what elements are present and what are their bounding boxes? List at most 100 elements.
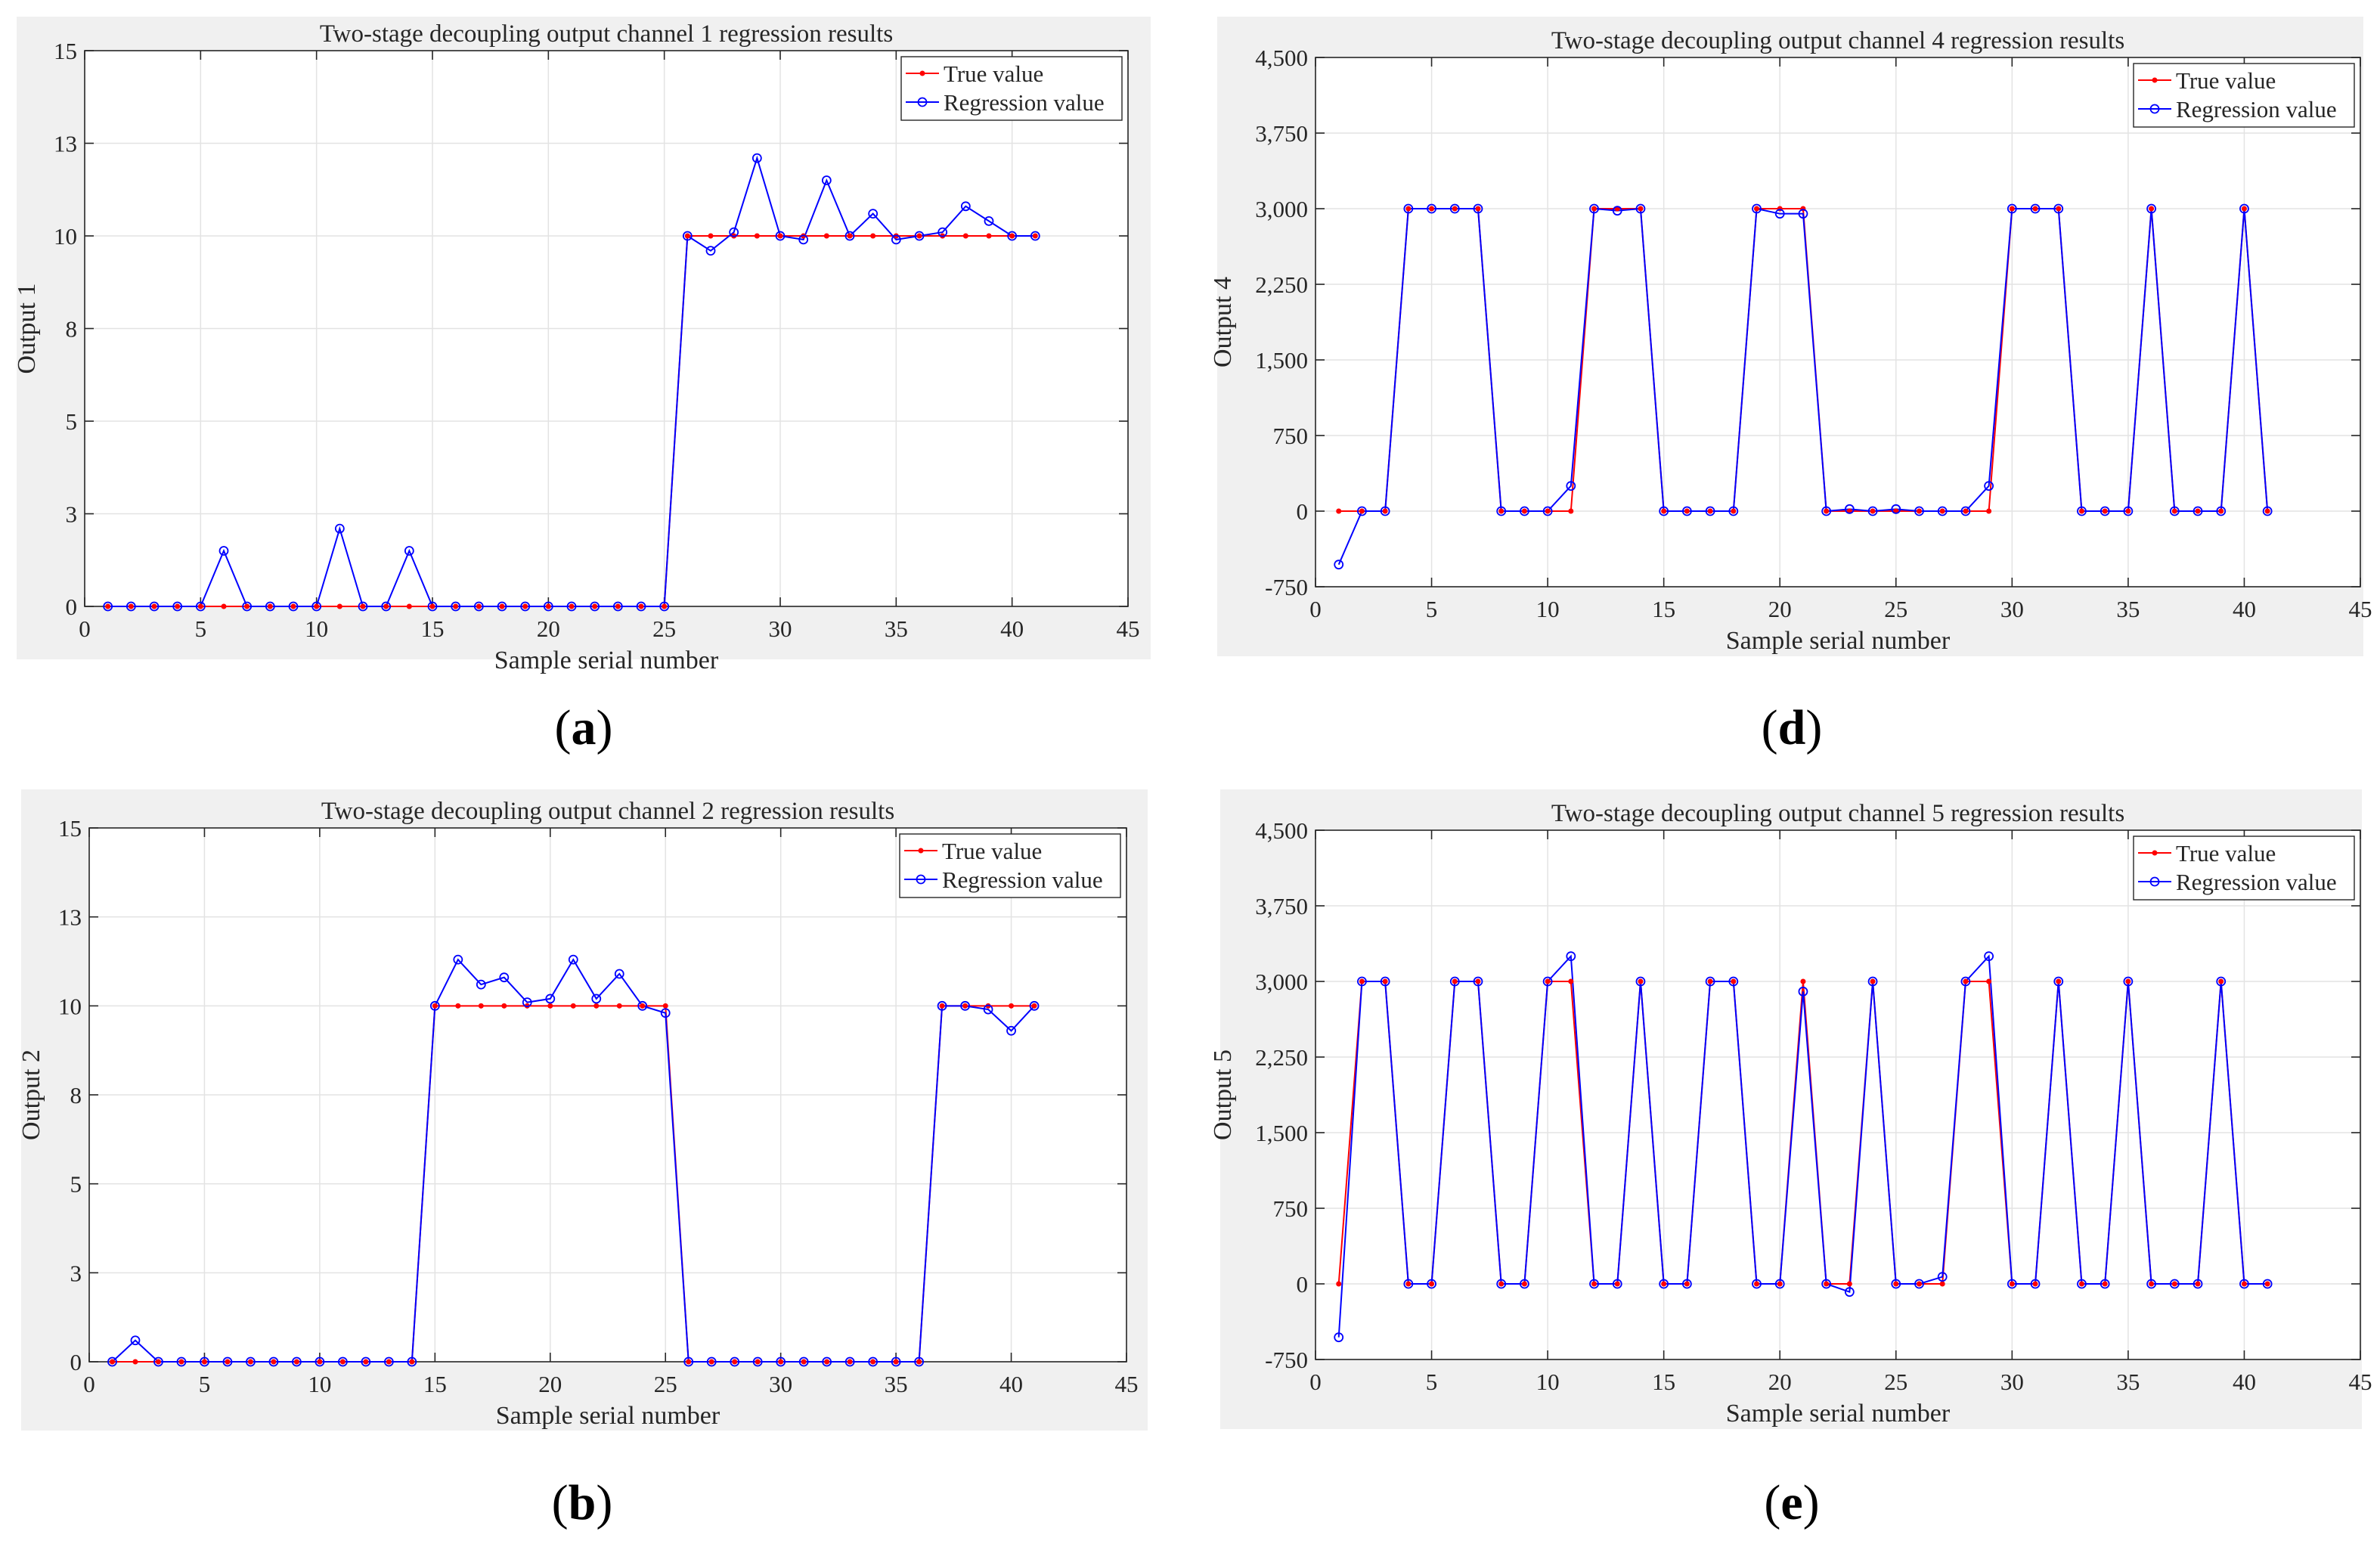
point-true-value: [1521, 1281, 1527, 1287]
point-regression-value: [822, 1356, 832, 1367]
legend-label-regression-value: Regression value: [2176, 96, 2337, 122]
point-regression-value: [1984, 951, 1994, 962]
plot-area: [1316, 57, 2360, 587]
point-true-value: [916, 1359, 922, 1365]
point-regression-value: [891, 1356, 901, 1367]
point-true-value: [616, 1003, 622, 1009]
legend-label-regression-value: Regression value: [942, 867, 1103, 893]
legend-box: [899, 833, 1121, 898]
point-regression-value: [1542, 506, 1553, 516]
x-tick-label: 20: [538, 1371, 562, 1397]
point-regression-value: [1752, 203, 1762, 214]
point-true-value: [478, 1003, 484, 1009]
point-true-value: [499, 603, 505, 609]
point-true-value: [432, 1003, 438, 1009]
point-true-value: [1568, 508, 1574, 514]
point-true-value: [2032, 206, 2038, 212]
point-regression-value: [2193, 506, 2203, 516]
point-regression-value: [730, 1356, 740, 1367]
chart-title: Two-stage decoupling output channel 5 re…: [1551, 800, 2124, 827]
point-regression-value: [1635, 203, 1646, 214]
point-regression-value: [407, 1356, 417, 1367]
chart-panel-a: 0 5 10 15 20 25 30 35 40 45 0 3 5 8 10 13 15 Two-stage de…: [13, 17, 1151, 674]
point-regression-value: [522, 997, 532, 1008]
point-regression-value: [591, 994, 602, 1004]
point-regression-value: [751, 153, 762, 163]
point-regression-value: [1496, 506, 1507, 516]
point-regression-value: [520, 601, 531, 612]
y-tick-label: 0: [70, 1349, 82, 1375]
point-regression-value: [637, 1000, 648, 1011]
point-regression-value: [429, 1000, 440, 1011]
point-true-value: [708, 1359, 714, 1365]
x-axis-label: Sample serial number: [1726, 1400, 1951, 1428]
point-true-value: [1800, 978, 1806, 984]
point-regression-value: [246, 1356, 256, 1367]
point-true-value: [453, 603, 459, 609]
point-true-value: [1009, 1003, 1015, 1009]
point-true-value: [2125, 978, 2131, 984]
y-tick-label: 8: [66, 316, 78, 343]
point-true-value: [570, 1003, 576, 1009]
point-regression-value: [499, 972, 510, 983]
point-true-value: [317, 1359, 323, 1365]
y-tick-label: 3,000: [1255, 969, 1308, 995]
point-regression-value: [844, 231, 855, 241]
point-true-value: [1684, 508, 1690, 514]
point-true-value: [201, 1359, 207, 1365]
point-true-value: [178, 1359, 184, 1365]
point-regression-value: [2216, 976, 2227, 987]
point-regression-value: [659, 601, 670, 612]
point-regression-value: [891, 234, 901, 245]
x-tick-label: 30: [769, 615, 792, 642]
point-true-value: [2078, 508, 2084, 514]
point-true-value: [1568, 978, 1574, 984]
x-axis-label: Sample serial number: [1726, 627, 1951, 655]
x-tick-label: 0: [1309, 596, 1322, 622]
y-tick-label: -750: [1265, 1347, 1308, 1373]
y-tick-label: 10: [54, 223, 77, 250]
x-tick-label: 45: [1115, 1371, 1139, 1397]
point-true-value: [1382, 508, 1388, 514]
point-true-value: [1638, 206, 1644, 212]
x-tick-label: 25: [1884, 1369, 1907, 1395]
point-regression-value: [798, 234, 809, 245]
point-regression-value: [543, 601, 553, 612]
point-true-value: [778, 1359, 784, 1365]
point-regression-value: [798, 1356, 809, 1367]
point-regression-value: [1867, 506, 1878, 516]
x-tick-label: 45: [2349, 1369, 2372, 1395]
point-regression-value: [1752, 1279, 1762, 1289]
point-true-value: [1916, 508, 1922, 514]
point-regression-value: [1960, 976, 1971, 987]
point-regression-value: [937, 1000, 947, 1011]
point-regression-value: [1029, 1000, 1040, 1011]
point-regression-value: [1473, 976, 1483, 987]
point-regression-value: [1659, 1279, 1669, 1289]
point-true-value: [662, 1003, 668, 1009]
point-regression-value: [2169, 506, 2180, 516]
point-true-value: [2102, 508, 2108, 514]
panel-label-b: (b): [551, 1475, 613, 1530]
point-true-value: [686, 1359, 692, 1365]
point-regression-value: [1635, 976, 1646, 987]
point-true-value: [638, 603, 644, 609]
x-tick-label: 35: [885, 1371, 908, 1397]
x-axis-label: Sample serial number: [496, 1402, 721, 1430]
point-true-value: [2241, 206, 2247, 212]
point-true-value: [824, 1359, 830, 1365]
point-regression-value: [1473, 203, 1483, 214]
point-regression-value: [1334, 1332, 1344, 1343]
point-true-value: [547, 1003, 553, 1009]
point-regression-value: [2077, 506, 2087, 516]
point-regression-value: [1728, 976, 1739, 987]
y-axis-label: Output 2: [17, 1049, 45, 1140]
point-true-value: [593, 1003, 600, 1009]
x-tick-label: 45: [1117, 615, 1140, 642]
point-regression-value: [1844, 1287, 1855, 1297]
point-regression-value: [1449, 976, 1460, 987]
point-regression-value: [451, 601, 461, 612]
point-regression-value: [1542, 976, 1553, 987]
point-true-value: [1893, 1281, 1899, 1287]
point-true-value: [1963, 508, 1969, 514]
